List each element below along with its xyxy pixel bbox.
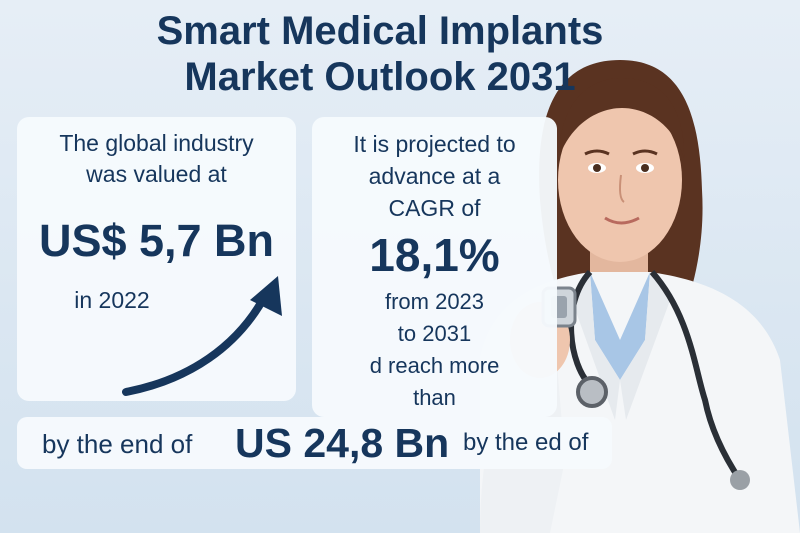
bottom-suffix: by the ed of: [463, 429, 589, 456]
left-info-card: [17, 117, 296, 401]
market-value-2031: US 24,8 Bn: [235, 420, 450, 466]
right-line-1: It is projected to: [353, 131, 516, 157]
bottom-prefix: by the end of: [42, 429, 193, 459]
left-card-intro: The global industry was valued at: [17, 128, 296, 190]
bottom-summary-bar: [17, 417, 612, 469]
right-card-period: from 2023 to 2031 d reach more than: [312, 286, 557, 414]
left-intro-line-1: The global industry: [59, 130, 254, 156]
right-line-7: than: [413, 385, 456, 410]
left-intro-line-2: was valued at: [86, 161, 227, 187]
page-title: Smart Medical Implants Market Outlook 20…: [0, 8, 760, 100]
right-line-2: advance at a: [368, 163, 501, 189]
right-card-intro: It is projected to advance at a CAGR of: [312, 128, 557, 224]
title-line-1: Smart Medical Implants: [156, 9, 604, 53]
right-line-5: to 2031: [397, 321, 472, 346]
right-line-6: d reach more: [369, 353, 500, 378]
growth-arrow-icon: [122, 276, 282, 396]
right-line-4: from 2023: [384, 289, 485, 314]
left-card-year: in 2022: [74, 287, 150, 313]
right-line-3: CAGR of: [388, 195, 481, 221]
cagr-value: 18,1%: [369, 229, 500, 281]
market-value-2022: US$ 5,7 Bn: [38, 215, 275, 266]
title-line-2: Market Outlook 2031: [184, 55, 576, 99]
right-info-card: [312, 117, 557, 417]
